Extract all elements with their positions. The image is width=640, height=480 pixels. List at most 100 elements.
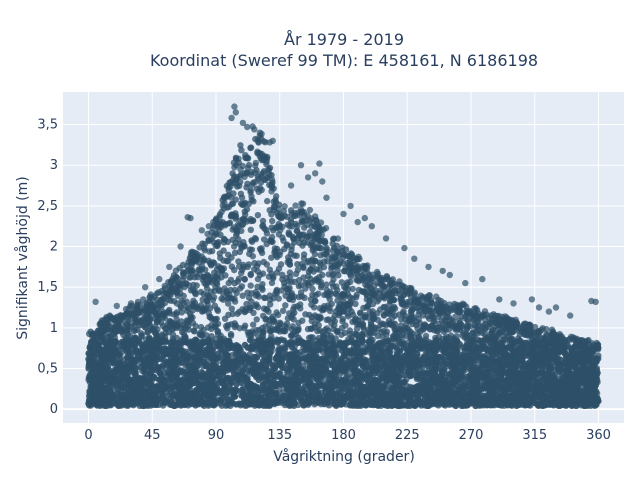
data-point [327, 332, 334, 339]
data-point [217, 254, 224, 261]
data-point [221, 236, 228, 243]
data-point [268, 211, 275, 218]
data-point [247, 226, 254, 233]
data-point [262, 323, 269, 330]
data-point [200, 274, 208, 281]
data-point [321, 291, 328, 299]
data-point [204, 291, 211, 299]
data-point [236, 240, 244, 248]
data-point [259, 281, 266, 288]
data-point [328, 280, 336, 287]
data-point [226, 219, 234, 227]
data-point [262, 316, 269, 323]
data-point [259, 286, 266, 293]
data-point [222, 272, 229, 279]
data-point [414, 330, 421, 337]
data-point [595, 352, 602, 359]
data-point [319, 307, 326, 314]
data-point [323, 325, 331, 332]
data-point [439, 322, 446, 330]
data-point [229, 236, 236, 243]
data-point [346, 294, 354, 301]
data-point [203, 298, 211, 305]
data-point [254, 275, 262, 283]
data-point [123, 327, 131, 334]
data-point [403, 327, 410, 335]
data-point [178, 297, 185, 305]
data-point [227, 286, 234, 294]
data-point [244, 180, 251, 187]
data-point [283, 274, 290, 282]
data-point [338, 331, 345, 338]
data-point [264, 197, 271, 205]
data-point [317, 284, 325, 291]
data-point [252, 236, 260, 243]
data-point [307, 266, 314, 274]
data-point [463, 324, 471, 332]
data-point [285, 257, 293, 265]
data-point [242, 308, 249, 315]
data-point [227, 330, 235, 338]
data-point [265, 273, 273, 280]
data-point [307, 334, 315, 341]
data-point [211, 302, 218, 309]
data-point [253, 301, 260, 308]
data-point [328, 265, 335, 272]
data-point [276, 319, 283, 326]
data-point [269, 217, 276, 225]
data-point [225, 251, 232, 258]
data-point [238, 269, 245, 277]
data-point [311, 257, 319, 265]
data-point [315, 322, 322, 329]
data-point [263, 230, 271, 237]
data-point [260, 329, 267, 336]
data-point [261, 294, 268, 301]
data-point [210, 294, 218, 301]
data-point [272, 248, 279, 255]
data-point [229, 170, 236, 177]
data-point [492, 331, 499, 338]
data-point [292, 270, 300, 277]
data-point [224, 325, 231, 332]
data-point [307, 275, 314, 282]
data-point [144, 328, 152, 336]
data-point [266, 296, 274, 303]
data-point [341, 283, 348, 290]
data-point [326, 304, 333, 312]
data-point [289, 311, 296, 318]
data-point [323, 281, 330, 288]
data-point [302, 311, 309, 318]
data-point [293, 252, 300, 259]
data-point [231, 320, 238, 327]
data-point [364, 327, 372, 334]
data-point [225, 300, 232, 307]
data-point [260, 258, 267, 266]
data-point [249, 217, 257, 224]
data-point [349, 285, 356, 293]
data-point [282, 302, 289, 309]
data-point [253, 185, 260, 192]
data-point [243, 300, 250, 308]
data-point [246, 329, 253, 336]
data-point [342, 322, 349, 329]
data-point [238, 147, 245, 154]
data-point [291, 303, 298, 311]
data-point [173, 316, 180, 323]
data-point [279, 307, 287, 314]
data-point [391, 312, 399, 319]
data-point [308, 317, 315, 325]
data-point [214, 328, 222, 335]
data-point [411, 291, 418, 298]
data-point [325, 271, 332, 278]
data-point [281, 283, 288, 290]
data-point [270, 318, 278, 326]
data-point [273, 269, 281, 276]
data-point [189, 300, 196, 308]
data-point [251, 178, 259, 186]
data-point [300, 274, 307, 281]
data-point [301, 239, 308, 246]
data-point [302, 285, 309, 292]
data-point [298, 260, 305, 268]
data-point [180, 292, 187, 300]
chart-title-line-2: Koordinat (Sweref 99 TM): E 458161, N 61… [150, 51, 538, 70]
